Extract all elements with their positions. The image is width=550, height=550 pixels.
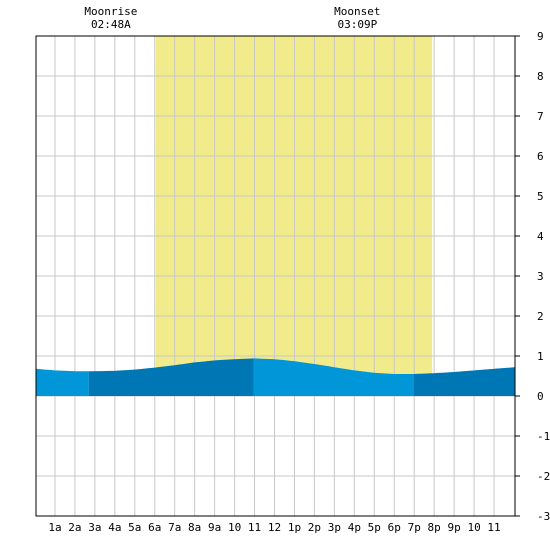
x-tick-label: 11 [248, 521, 261, 534]
x-tick-label: 6a [148, 521, 161, 534]
x-tick-label: 9a [208, 521, 221, 534]
x-tick-label: 3p [328, 521, 341, 534]
x-tick-label: 3a [88, 521, 101, 534]
y-tick-label: 6 [537, 150, 544, 163]
y-tick-label: -1 [537, 430, 550, 443]
x-tick-label: 4a [108, 521, 121, 534]
x-tick-label: 2a [68, 521, 81, 534]
y-tick-label: 2 [537, 310, 544, 323]
y-tick-label: 5 [537, 190, 544, 203]
x-tick-label: 7p [408, 521, 421, 534]
y-tick-label: 7 [537, 110, 544, 123]
x-tick-label: 6p [388, 521, 401, 534]
y-tick-label: -3 [537, 510, 550, 523]
grid-layer [36, 35, 515, 517]
x-tick-label: 9p [448, 521, 461, 534]
y-tick-label: 9 [537, 30, 544, 43]
y-tick-label: 4 [537, 230, 544, 243]
tide-series-layer [36, 358, 515, 396]
tide-area-band [413, 367, 515, 396]
y-tick-label: 1 [537, 350, 544, 363]
y-tick-layer: -3 -2 -1 0 1 2 3 4 5 6 7 8 9 [515, 30, 550, 523]
x-tick-label: 8p [428, 521, 441, 534]
x-tick-label: 5p [368, 521, 381, 534]
moon-event-time: 02:48A [91, 18, 131, 31]
tide-area-band [88, 358, 254, 396]
moon-event-label: Moonrise [84, 5, 137, 18]
x-tick-layer: 1a 2a 3a 4a 5a 6a 7a 8a 9a 10 11 12 1p 2p 3p 4p 5p 6p 7p 8p… [48, 521, 500, 534]
x-tick-label: 5a [128, 521, 141, 534]
x-tick-label: 10 [467, 521, 480, 534]
x-tick-label: 4p [348, 521, 361, 534]
y-tick-label: 3 [537, 270, 544, 283]
x-tick-label: 10 [228, 521, 241, 534]
y-tick-label: 8 [537, 70, 544, 83]
tide-area-band [36, 368, 89, 396]
x-tick-label: 1p [288, 521, 301, 534]
x-tick-label: 12 [268, 521, 281, 534]
tide-area-band [253, 358, 414, 396]
x-tick-label: 7a [168, 521, 181, 534]
x-tick-label: 8a [188, 521, 201, 534]
x-tick-label: 1a [48, 521, 61, 534]
moon-event-label: Moonset [334, 5, 380, 18]
y-tick-label: 0 [537, 390, 544, 403]
x-tick-label: 2p [308, 521, 321, 534]
y-tick-label: -2 [537, 470, 550, 483]
x-tick-label: 11 [487, 521, 500, 534]
moon-event-time: 03:09P [337, 18, 377, 31]
